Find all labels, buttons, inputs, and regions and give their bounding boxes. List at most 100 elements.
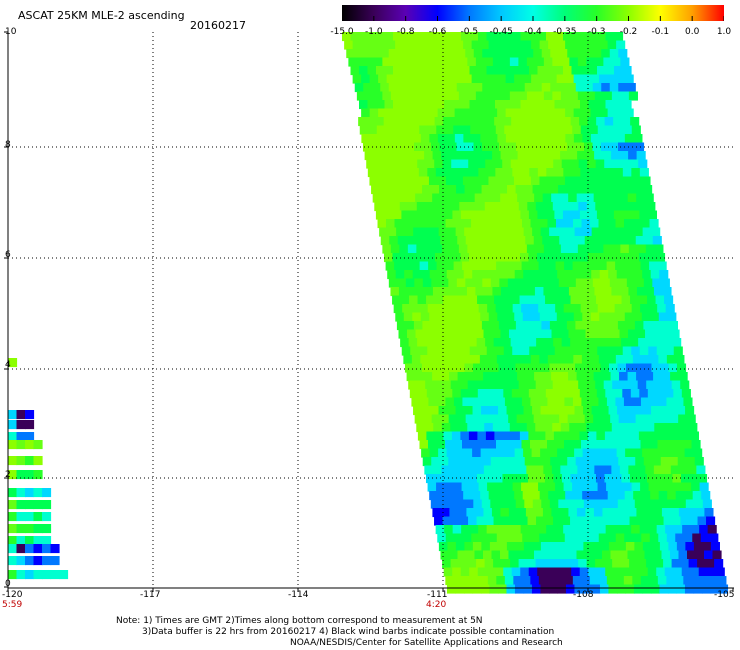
swath-cell	[410, 168, 420, 178]
swath-cell	[550, 236, 560, 246]
swath-cell	[660, 457, 670, 467]
swath-cell	[614, 168, 624, 178]
swath-cell	[496, 176, 507, 186]
swath-cell	[395, 270, 405, 280]
swath-cell	[483, 508, 493, 518]
swath-cell	[683, 533, 693, 543]
swath-cell	[527, 474, 538, 484]
swath-cell	[486, 32, 496, 42]
swath-cell	[690, 567, 700, 577]
swath-cell	[8, 556, 18, 566]
swath-cell	[618, 278, 628, 288]
swath-cell	[585, 287, 596, 297]
swath-cell	[565, 584, 576, 594]
swath-cell	[564, 576, 574, 586]
swath-cell	[674, 440, 684, 450]
swath-cell	[568, 151, 578, 161]
swath-cell	[464, 542, 474, 552]
swath-cell	[626, 278, 636, 288]
swath-cell	[25, 470, 35, 480]
swath-cell	[626, 499, 636, 509]
swath-cell	[572, 125, 582, 135]
swath-cell	[361, 134, 371, 144]
swath-cell	[625, 227, 635, 237]
swath-cell	[666, 576, 676, 586]
swath-cell	[634, 321, 644, 331]
swath-cell	[626, 321, 636, 331]
swath-cell	[532, 542, 542, 552]
swath-cell	[456, 83, 466, 93]
swath-cell	[431, 49, 441, 59]
swath-cell	[644, 414, 654, 424]
swath-cell	[42, 544, 52, 554]
swath-cell	[407, 287, 417, 297]
swath-cell	[537, 168, 547, 178]
swath-cell	[472, 584, 482, 594]
swath-cell	[416, 423, 426, 433]
swath-cell	[609, 457, 619, 467]
swath-cell	[590, 176, 600, 186]
swath-cell	[520, 210, 530, 220]
swath-cell	[654, 423, 664, 433]
swath-cell	[616, 74, 626, 84]
swath-cell	[675, 533, 685, 543]
swath-cell	[657, 440, 667, 450]
swath-cell	[532, 142, 543, 152]
swath-cell	[418, 389, 428, 399]
swath-cell	[422, 457, 432, 467]
swath-cell	[505, 108, 515, 118]
swath-cell	[614, 346, 624, 356]
swath-cell	[488, 219, 498, 229]
swath-cell	[490, 83, 500, 93]
swath-cell	[498, 499, 508, 509]
swath-cell	[650, 491, 660, 501]
swath-cell	[423, 372, 433, 382]
swath-cell	[633, 312, 643, 322]
swath-cell	[446, 584, 457, 594]
swath-cell	[636, 508, 646, 518]
swath-cell	[612, 202, 622, 212]
swath-cell	[399, 91, 409, 101]
swath-cell	[607, 40, 617, 50]
swath-cell	[672, 431, 682, 441]
swath-cell	[670, 465, 680, 475]
swath-cell	[465, 278, 475, 288]
swath-cell	[552, 91, 562, 101]
swath-cell	[598, 176, 609, 186]
swath-cell	[8, 432, 18, 442]
swath-cell	[551, 287, 562, 297]
swath-cell	[526, 151, 536, 161]
swath-cell	[637, 559, 647, 569]
swath-cell	[510, 559, 520, 569]
swath-cell	[424, 287, 434, 297]
swath-cell	[648, 304, 658, 314]
swath-cell	[452, 389, 462, 399]
swath-cell	[626, 83, 636, 93]
swath-cell	[425, 338, 435, 348]
swath-cell	[675, 491, 685, 501]
swath-cell	[491, 372, 501, 382]
swath-cell	[653, 372, 663, 382]
swath-cell	[611, 244, 621, 254]
swath-cell	[400, 117, 410, 127]
swath-cell	[581, 533, 591, 543]
swath-cell	[621, 253, 632, 263]
swath-cell	[457, 508, 468, 518]
swath-cell	[515, 185, 525, 195]
swath-cell	[532, 363, 542, 373]
swath-cell	[392, 210, 403, 220]
swath-cell	[539, 312, 549, 322]
swath-cell	[450, 202, 460, 212]
swath-cell	[446, 270, 456, 280]
swath-cell	[651, 321, 661, 331]
swath-cell	[559, 550, 569, 560]
swath-cell	[595, 559, 605, 569]
swath-cell	[393, 125, 403, 135]
swath-cell	[563, 100, 573, 110]
swath-cell	[549, 499, 559, 509]
swath-cell	[525, 372, 535, 382]
swath-cell	[8, 512, 18, 522]
swath-cell	[426, 389, 436, 399]
swath-cell	[451, 431, 461, 441]
swath-cell	[558, 499, 568, 509]
